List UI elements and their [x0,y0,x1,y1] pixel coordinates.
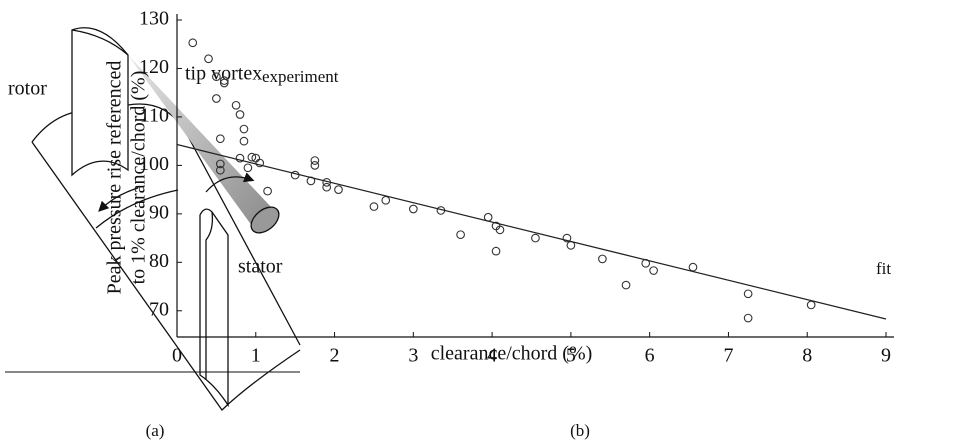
data-point [369,202,379,211]
data-point [598,254,607,264]
stator-edge [205,211,214,380]
data-point [743,289,753,299]
x-tick-label: 1 [251,345,261,367]
data-point [456,230,465,240]
data-point [322,182,332,192]
y-axis-label: to 1% clearance/chord (%) [128,71,150,285]
data-point [688,262,698,272]
y-tick-label: 80 [149,250,169,272]
x-tick-label: 8 [802,345,812,367]
y-tick-label: 120 [139,56,169,78]
data-point [243,163,253,173]
scatter-chart: 70 80 90 100 110 120 130 0 1 2 3 4 5 6 7 8 9 clearance/ch… [104,8,894,440]
annotation-experiment: experiment [262,67,339,86]
hub-plate [31,103,301,411]
rotor-tip [71,29,129,56]
data-point [621,280,631,290]
data-point [215,134,225,144]
data-point [215,165,225,175]
x-tick-label: 6 [645,345,655,367]
data-point [235,153,245,163]
stator-label: stator [238,256,283,278]
data-point [188,38,198,48]
data-point [334,185,343,194]
stator-blade [199,208,229,408]
caption: (a) [146,421,165,440]
vortex-end [250,206,280,234]
data-point [531,233,540,243]
data-point [212,94,221,103]
tip-vortex-label: tip vortex [185,63,262,85]
data-point [204,54,213,64]
y-tick-label: 90 [149,201,169,223]
data-point [408,204,418,214]
data-point [231,100,241,110]
data-point [219,78,229,88]
data-point [212,72,221,82]
x-tick-label: 7 [723,345,733,367]
annotation-fit: fit [876,259,891,278]
data-point [743,313,753,323]
y-tick-label: 70 [149,298,169,320]
data-point [310,161,320,170]
data-point [491,246,501,256]
data-point [239,124,249,134]
y-axis-label: Peak pressure rise referenced [104,61,126,295]
diagram: rotor tip vortex stator (a) [5,27,301,440]
x-tick-label: 3 [408,345,418,367]
data-point [247,152,257,162]
x-tick-label: 0 [172,345,182,367]
tip-vortex [128,55,272,230]
x-tick-label: 9 [881,345,891,367]
data-point [495,225,505,235]
caption: (b) [570,421,590,440]
data-point [649,266,658,275]
x-tick-label: 4 [487,345,497,367]
x-tick-label: 2 [330,345,340,367]
data-point [310,156,320,165]
data-point [562,233,572,243]
data-point [219,76,229,85]
data-point [806,300,816,310]
plate-divider [95,189,179,229]
data-point [263,186,272,196]
rotor-blade [71,27,129,177]
data-point [239,136,249,146]
rotation-arrow [205,172,255,193]
rotor-label: rotor [8,78,47,100]
x-axis-label: clearance/chord (%) [431,343,593,365]
y-tick-label: 100 [139,153,169,175]
data-point [235,110,245,119]
data-point [215,159,225,169]
data-point [381,195,391,205]
y-tick-label: 130 [139,8,169,30]
x-tick-label: 5 [566,345,576,367]
flow-arrow [98,187,139,212]
data-point [255,158,265,168]
y-tick-label: 110 [140,105,169,127]
fit-line [176,143,887,320]
